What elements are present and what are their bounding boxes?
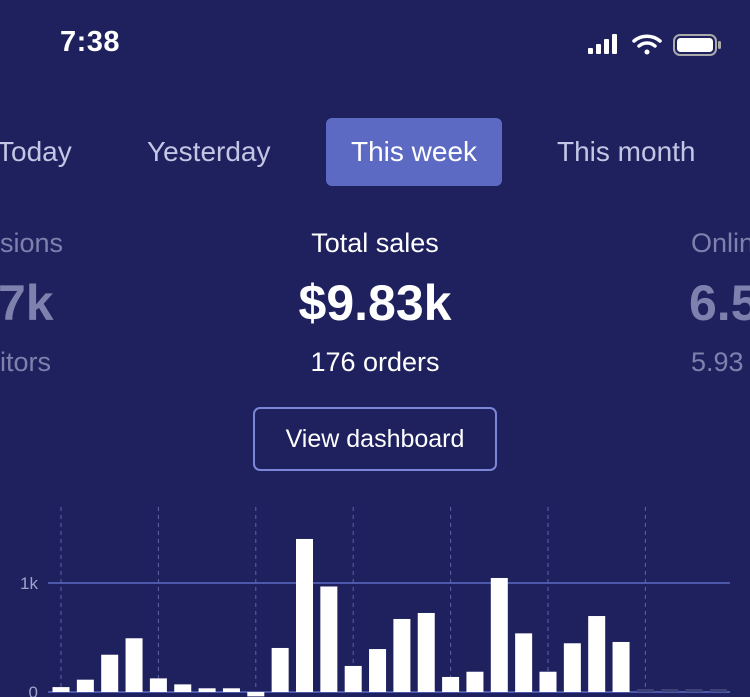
sessions-label: sions <box>0 228 64 258</box>
status-time: 7:38 <box>60 26 121 58</box>
bar <box>515 633 533 692</box>
bar <box>52 687 70 692</box>
bar <box>539 671 557 692</box>
bar <box>320 586 338 692</box>
bar <box>271 647 289 692</box>
placeholder-bar <box>709 689 727 692</box>
bar <box>490 577 508 692</box>
placeholder-bar <box>685 689 703 692</box>
tab-today[interactable]: Today <box>0 136 72 167</box>
bar <box>563 643 581 692</box>
bar <box>417 612 435 692</box>
bar <box>296 538 313 692</box>
bar <box>369 649 387 692</box>
bar <box>247 692 265 697</box>
bar <box>198 688 216 692</box>
bar <box>393 618 411 692</box>
tab-this-week[interactable]: This week <box>326 118 503 186</box>
bar <box>125 638 143 692</box>
y-tick-label: 0 <box>29 683 38 697</box>
bar <box>466 671 484 692</box>
total-sales-label: Total sales <box>311 228 439 258</box>
bar <box>76 679 94 692</box>
orders-count: 176 orders <box>310 347 440 377</box>
battery-icon <box>673 34 721 56</box>
tab-this-month[interactable]: This month <box>557 136 696 167</box>
bar <box>442 676 460 692</box>
sessions-value: 7k <box>0 275 54 331</box>
bar <box>222 688 240 692</box>
y-tick-label: 1k <box>20 574 38 593</box>
online-value: 6.5 <box>689 275 750 331</box>
online-label: Onlin <box>691 228 750 258</box>
bar <box>149 678 167 692</box>
online-sub: 5.93 <box>691 347 744 377</box>
placeholder-bar <box>661 689 679 692</box>
bar <box>344 665 362 692</box>
placeholder-bar <box>636 689 654 692</box>
view-dashboard-button[interactable]: View dashboard <box>253 407 497 471</box>
visitors-count: itors <box>0 347 52 377</box>
status-icons <box>588 34 721 56</box>
bar <box>174 684 192 692</box>
tab-yesterday[interactable]: Yesterday <box>147 136 271 167</box>
wifi-icon <box>632 34 662 55</box>
sales-chart: 0 1k <box>20 507 730 697</box>
signal-icon <box>588 34 617 54</box>
bar <box>612 641 630 692</box>
total-sales-value: $9.83k <box>298 275 452 331</box>
bar <box>101 654 119 692</box>
bar <box>588 616 606 692</box>
